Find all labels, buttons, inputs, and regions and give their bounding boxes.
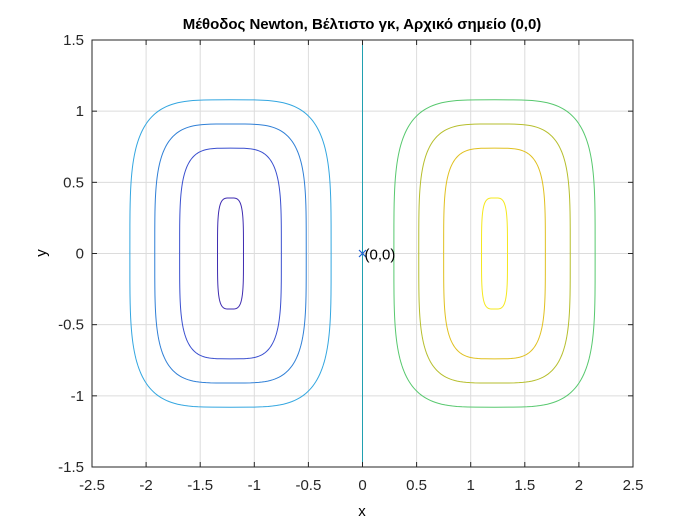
y-axis-label: y [33,249,50,257]
contour-line [418,123,571,384]
start-point-label: (0,0) [365,247,396,264]
x-axis-label: x [358,503,366,520]
y-tick-label: 1 [76,103,84,120]
start-point-marker [358,249,367,258]
x-tick-label: 0.5 [406,477,427,494]
ticks: -2.5 -2 -1.5 -1 -0.5 0 0.5 1 1.5 2 2.5 -1.5 -1 -0.5 0 0… [58,32,643,494]
x-tick-label: 2.5 [623,477,644,494]
markers: (0,0) [358,247,396,264]
x-tick-label: -2 [139,477,152,494]
x-tick-label: 1 [467,477,475,494]
x-tick-label: 0 [358,477,366,494]
contour-line [179,147,282,360]
y-tick-label: 0.5 [63,174,84,191]
x-tick-label: -1.5 [187,477,213,494]
y-tick-label: 1.5 [63,32,84,49]
y-tick-label: -1.5 [58,459,84,476]
contour-line [481,197,508,310]
y-tick-label: -1 [71,388,84,405]
contour-line [393,99,596,408]
x-tick-label: 1.5 [514,477,535,494]
contour-line [129,99,332,408]
x-tick-label: -2.5 [79,477,105,494]
contour-line [217,197,244,310]
chart-title: Μέθοδος Newton, Βέλτιστο γκ, Αρχικό σημε… [183,16,542,33]
y-tick-label: 0 [76,246,84,263]
contour-line [443,147,546,360]
y-tick-label: -0.5 [58,317,84,334]
x-tick-label: 2 [575,477,583,494]
x-tick-label: -0.5 [295,477,321,494]
x-tick-label: -1 [248,477,261,494]
contour-line [154,123,307,384]
